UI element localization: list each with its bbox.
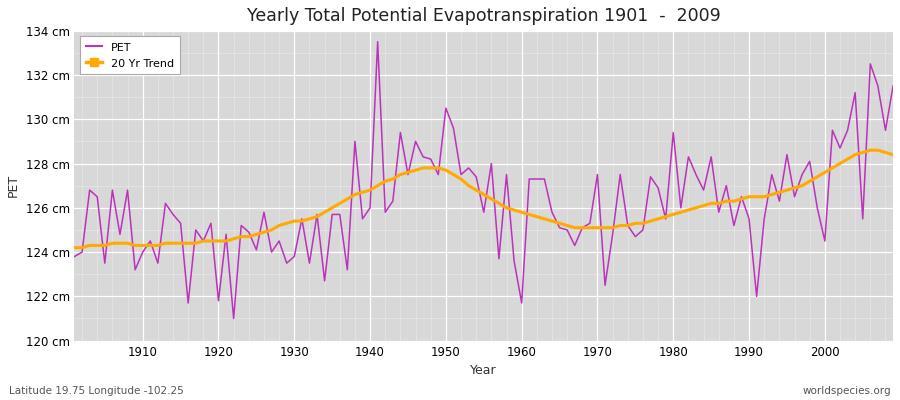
PET [531,177,542,182]
20 Yr Trend [517,210,527,215]
20 Yr Trend [342,196,353,201]
PET [229,316,239,321]
Line: 20 Yr Trend: 20 Yr Trend [75,150,893,248]
20 Yr Trend [296,219,307,224]
Title: Yearly Total Potential Evapotranspiration 1901  -  2009: Yearly Total Potential Evapotranspiratio… [247,7,721,25]
Legend: PET, 20 Yr Trend: PET, 20 Yr Trend [80,36,180,74]
PET [130,267,140,272]
Text: Latitude 19.75 Longitude -102.25: Latitude 19.75 Longitude -102.25 [9,386,184,396]
PET [373,39,383,44]
PET [524,177,535,182]
20 Yr Trend [887,152,898,157]
PET [623,223,634,228]
20 Yr Trend [608,225,618,230]
PET [349,139,360,144]
PET [887,84,898,88]
20 Yr Trend [130,243,140,248]
20 Yr Trend [69,245,80,250]
20 Yr Trend [508,208,519,212]
X-axis label: Year: Year [471,364,497,377]
Line: PET: PET [75,42,893,318]
Text: worldspecies.org: worldspecies.org [803,386,891,396]
20 Yr Trend [865,148,876,153]
PET [69,254,80,259]
PET [304,261,315,266]
Y-axis label: PET: PET [7,174,20,197]
